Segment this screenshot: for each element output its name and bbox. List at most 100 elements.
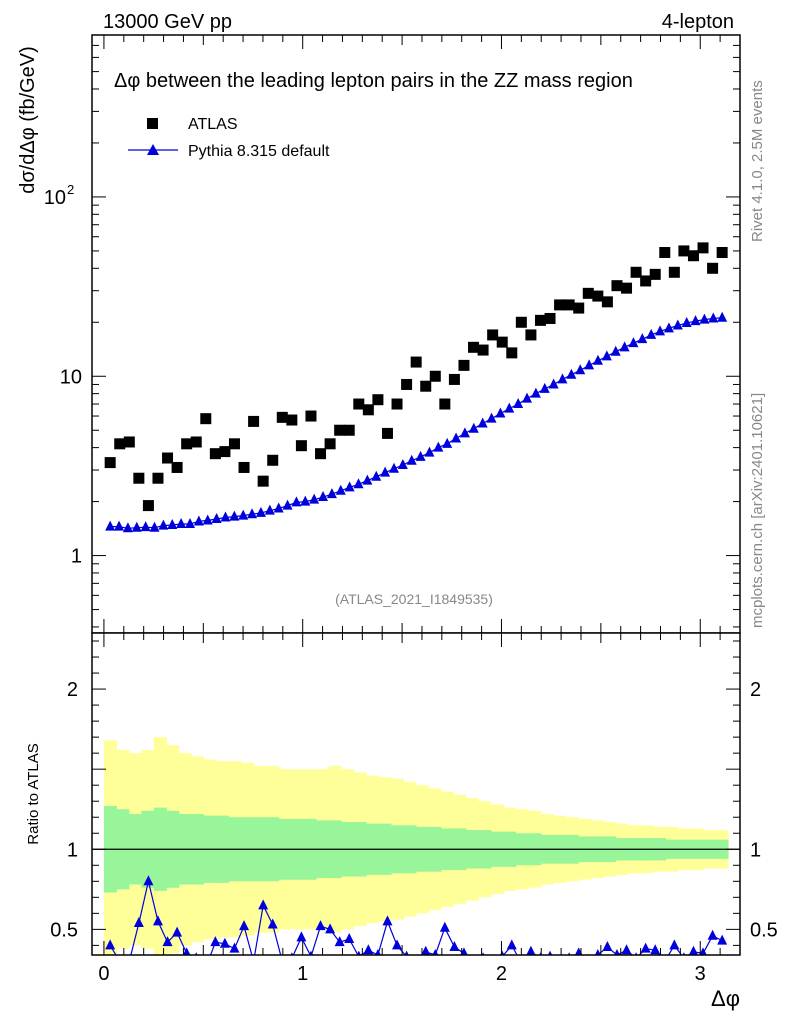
pythia-point xyxy=(122,522,133,533)
pythia-ratio-point xyxy=(239,920,250,931)
ratio-y-tick-label: 0.5 xyxy=(50,919,78,941)
atlas-point xyxy=(429,370,441,382)
atlas-point xyxy=(716,246,728,258)
atlas-point xyxy=(362,404,374,416)
pythia-point xyxy=(655,325,666,336)
atlas-point xyxy=(343,424,355,436)
pythia-ratio-point xyxy=(162,936,173,947)
pythia-point xyxy=(202,514,213,525)
pythia-ratio-point xyxy=(315,920,326,931)
pythia-point xyxy=(371,470,382,481)
legend: ATLAS Pythia 8.315 default xyxy=(128,116,330,160)
pythia-point xyxy=(247,508,258,519)
pythia-point xyxy=(451,432,462,443)
pythia-point xyxy=(530,387,541,398)
pythia-point xyxy=(522,392,533,403)
atlas-point xyxy=(477,344,489,356)
pythia-ratio-point xyxy=(555,955,565,965)
legend-pythia-label: Pythia 8.315 default xyxy=(188,143,330,160)
legend-atlas-marker xyxy=(147,118,158,129)
pythia-ratio-point xyxy=(296,931,307,942)
atlas-point xyxy=(133,472,145,484)
main-y-tick-label: 1 xyxy=(71,546,82,568)
pythia-ratio-point xyxy=(439,921,450,932)
main-y-tick-label-exponent: 2 xyxy=(67,182,74,197)
pythia-point xyxy=(477,417,488,428)
atlas-point xyxy=(200,413,212,425)
atlas-point xyxy=(468,341,480,353)
atlas-point xyxy=(257,475,269,487)
pythia-point xyxy=(592,354,603,365)
pythia-point xyxy=(149,521,160,532)
atlas-point xyxy=(219,446,231,458)
ratio-y-tick-label-right: 0.5 xyxy=(750,919,778,941)
main-markers xyxy=(104,242,728,533)
pythia-ratio-point xyxy=(594,949,601,955)
pythia-ratio-point xyxy=(356,950,361,955)
atlas-point xyxy=(563,299,575,311)
atlas-point xyxy=(114,438,126,450)
atlas-point xyxy=(697,242,709,254)
pythia-ratio-point xyxy=(547,950,553,955)
pythia-ratio-point xyxy=(640,942,651,953)
pythia-point xyxy=(539,382,550,393)
pythia-point xyxy=(415,450,426,461)
atlas-point xyxy=(353,398,365,410)
atlas-point xyxy=(649,268,661,280)
pythia-ratio-point xyxy=(660,955,670,965)
pythia-point xyxy=(406,454,417,465)
pythia-ratio-point xyxy=(688,945,699,955)
pythia-point xyxy=(646,328,657,339)
pythia-point xyxy=(344,481,355,492)
pythia-point xyxy=(326,488,337,499)
atlas-point xyxy=(162,452,174,464)
pythia-ratio-point xyxy=(506,939,517,950)
atlas-point xyxy=(515,316,527,328)
pythia-point xyxy=(566,368,577,379)
pythia-ratio-point xyxy=(325,923,336,934)
pythia-point xyxy=(433,441,444,452)
pythia-point xyxy=(300,495,311,506)
analysis-watermark: (ATLAS_2021_I1849535) xyxy=(335,591,493,607)
pythia-ratio-point xyxy=(382,915,393,926)
pythia-point xyxy=(619,341,630,352)
x-axis-label: Δφ xyxy=(711,986,740,1011)
atlas-point xyxy=(295,440,307,452)
atlas-point xyxy=(611,280,623,292)
ratio-y-axis-label: Ratio to ATLAS xyxy=(25,743,42,844)
pythia-point xyxy=(708,312,719,323)
pythia-point xyxy=(637,333,648,344)
pythia-ratio-point xyxy=(374,949,381,955)
pythia-ratio-point xyxy=(334,936,345,947)
pythia-ratio-point xyxy=(411,963,421,973)
pythia-point xyxy=(238,509,249,520)
pythia-point xyxy=(584,359,595,370)
pythia-point xyxy=(318,491,329,502)
atlas-point xyxy=(487,329,499,341)
x-tick-label: 2 xyxy=(496,963,507,985)
pythia-ratio-point xyxy=(669,939,680,950)
atlas-point xyxy=(534,314,546,326)
pythia-point xyxy=(610,345,621,356)
pythia-point xyxy=(158,519,169,530)
legend-atlas-label: ATLAS xyxy=(188,116,238,133)
pythia-point xyxy=(513,398,524,409)
atlas-point xyxy=(401,378,413,390)
pythia-point xyxy=(388,462,399,473)
atlas-point xyxy=(640,275,652,287)
pythia-ratio-point xyxy=(267,918,278,929)
pythia-point xyxy=(672,319,683,330)
atlas-point xyxy=(104,457,116,469)
pythia-ratio-point xyxy=(363,944,374,955)
atlas-point xyxy=(439,398,451,410)
pythia-point xyxy=(264,504,275,515)
pythia-point xyxy=(557,373,568,384)
pythia-point xyxy=(309,493,320,504)
pythia-point xyxy=(442,437,453,448)
pythia-point xyxy=(229,510,240,521)
pythia-ratio-point xyxy=(219,937,230,948)
rivet-version-label: Rivet 4.1.0, 2.5M events xyxy=(749,80,766,242)
pythia-ratio-point xyxy=(449,940,460,951)
